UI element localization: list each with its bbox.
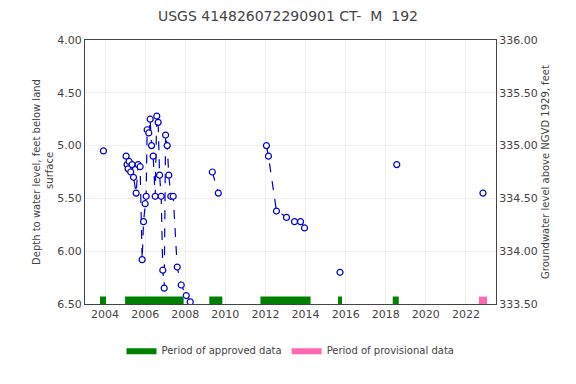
svg-text:335.50: 335.50 <box>499 87 538 100</box>
svg-text:334.50: 334.50 <box>499 192 538 205</box>
svg-text:2022: 2022 <box>452 308 480 321</box>
svg-text:6.50: 6.50 <box>57 298 82 311</box>
svg-text:333.50: 333.50 <box>499 298 538 311</box>
svg-text:4.50: 4.50 <box>57 87 82 100</box>
svg-text:4.00: 4.00 <box>57 34 82 47</box>
svg-text:Period of provisional data: Period of provisional data <box>327 345 454 356</box>
svg-text:5.50: 5.50 <box>57 192 82 205</box>
svg-text:2004: 2004 <box>91 308 119 321</box>
svg-text:USGS 414826072290901 CT- M 1: USGS 414826072290901 CT- M 192 <box>158 8 418 24</box>
svg-text:2016: 2016 <box>332 308 360 321</box>
svg-text:5.00: 5.00 <box>57 139 82 152</box>
svg-text:2014: 2014 <box>292 308 320 321</box>
svg-text:2012: 2012 <box>251 308 279 321</box>
svg-text:2008: 2008 <box>171 308 199 321</box>
svg-text:6.00: 6.00 <box>57 245 82 258</box>
svg-text:334.00: 334.00 <box>499 245 538 258</box>
svg-text:Groundwater level above NGVD 1: Groundwater level above NGVD 1929, feet <box>540 65 551 279</box>
svg-text:2018: 2018 <box>372 308 400 321</box>
svg-text:2006: 2006 <box>131 308 159 321</box>
svg-text:Depth to water level, feet bel: Depth to water level, feet below land su… <box>31 79 55 265</box>
svg-text:Period of approved data: Period of approved data <box>162 345 282 356</box>
svg-text:2020: 2020 <box>412 308 440 321</box>
svg-text:336.00: 336.00 <box>499 34 538 47</box>
svg-text:2010: 2010 <box>211 308 239 321</box>
svg-text:335.00: 335.00 <box>499 139 538 152</box>
